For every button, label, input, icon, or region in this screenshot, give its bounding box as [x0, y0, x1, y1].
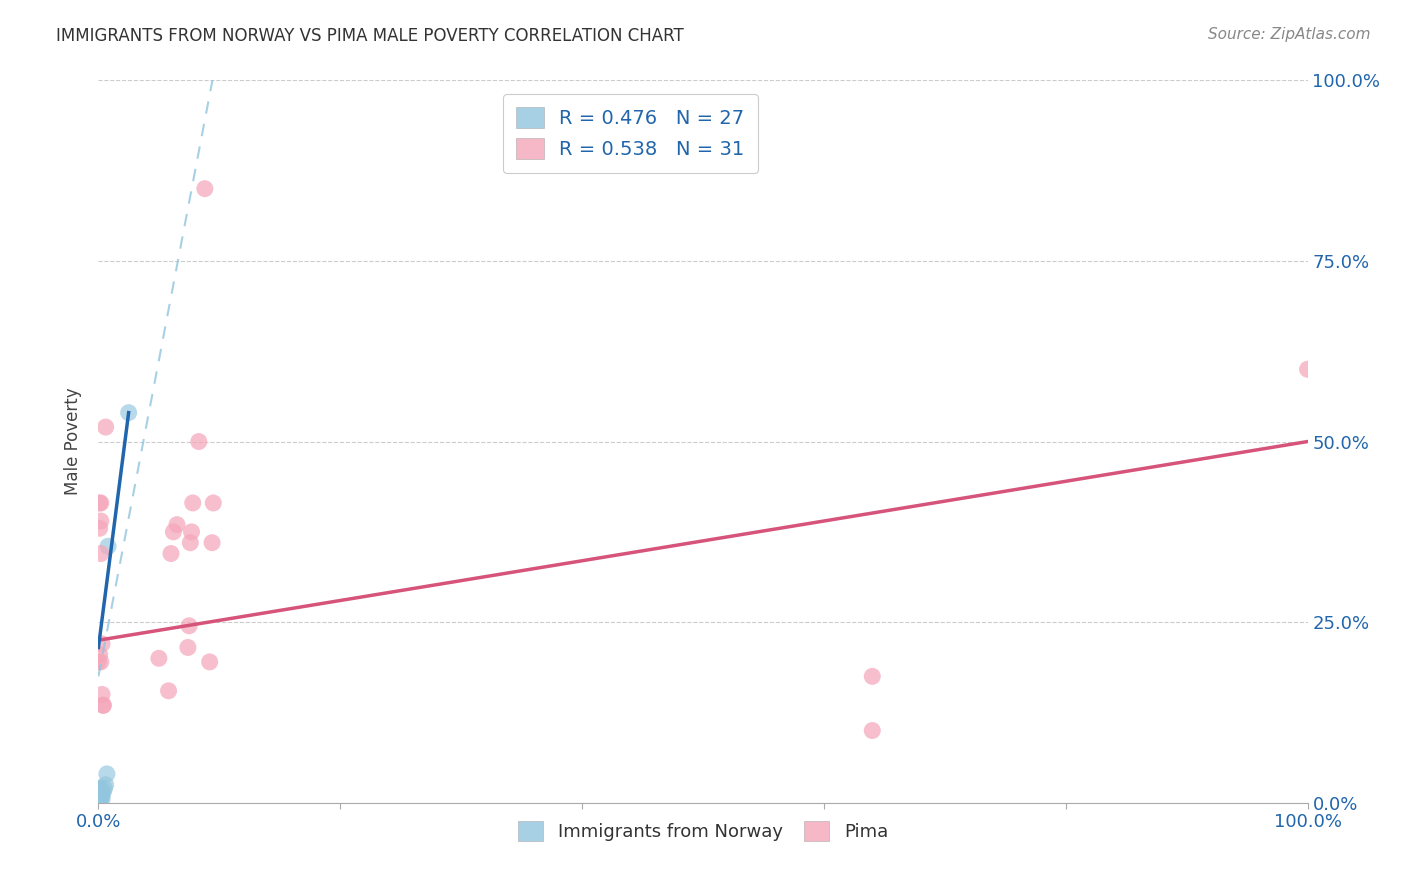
- Point: [93, 781, 115, 796]
- Text: IMMIGRANTS FROM NORWAY VS PIMA MALE POVERTY CORRELATION CHART: IMMIGRANTS FROM NORWAY VS PIMA MALE POVE…: [56, 27, 683, 45]
- Point: [87, 782, 110, 797]
- Point: [89, 781, 111, 796]
- Point: [90, 547, 112, 561]
- Point: [87, 781, 110, 796]
- Point: [90, 514, 112, 528]
- Legend: Immigrants from Norway, Pima: Immigrants from Norway, Pima: [510, 814, 896, 848]
- Point: [91, 698, 114, 713]
- Point: [87, 789, 110, 803]
- Point: [91, 789, 114, 803]
- Point: [87, 787, 110, 801]
- Point: [179, 619, 201, 633]
- Point: [89, 789, 111, 803]
- Point: [91, 687, 114, 701]
- Point: [201, 535, 224, 549]
- Point: [118, 406, 141, 420]
- Point: [180, 524, 202, 539]
- Point: [89, 787, 111, 801]
- Point: [89, 496, 111, 510]
- Point: [194, 182, 217, 196]
- Point: [96, 767, 118, 781]
- Point: [94, 420, 117, 434]
- Point: [179, 535, 201, 549]
- Point: [860, 669, 883, 683]
- Point: [1296, 362, 1319, 376]
- Point: [202, 496, 225, 510]
- Point: [90, 785, 112, 799]
- Point: [89, 648, 111, 662]
- Point: [198, 655, 221, 669]
- Point: [166, 517, 188, 532]
- Point: [90, 655, 112, 669]
- Point: [87, 785, 110, 799]
- Point: [87, 790, 110, 805]
- Point: [860, 723, 883, 738]
- Point: [89, 796, 111, 810]
- Point: [87, 792, 110, 806]
- Y-axis label: Male Poverty: Male Poverty: [65, 388, 83, 495]
- Point: [90, 496, 112, 510]
- Point: [87, 655, 110, 669]
- Point: [90, 792, 112, 806]
- Point: [89, 785, 111, 799]
- Point: [91, 785, 114, 799]
- Point: [89, 792, 111, 806]
- Point: [177, 640, 200, 655]
- Text: Source: ZipAtlas.com: Source: ZipAtlas.com: [1208, 27, 1371, 42]
- Point: [94, 778, 117, 792]
- Point: [91, 698, 114, 713]
- Point: [157, 683, 180, 698]
- Point: [87, 796, 110, 810]
- Point: [89, 521, 111, 535]
- Point: [187, 434, 209, 449]
- Point: [148, 651, 170, 665]
- Point: [90, 782, 112, 797]
- Point: [181, 496, 204, 510]
- Point: [91, 792, 114, 806]
- Point: [91, 637, 114, 651]
- Point: [160, 547, 183, 561]
- Point: [89, 790, 111, 805]
- Point: [162, 524, 184, 539]
- Point: [97, 539, 120, 553]
- Point: [90, 789, 112, 803]
